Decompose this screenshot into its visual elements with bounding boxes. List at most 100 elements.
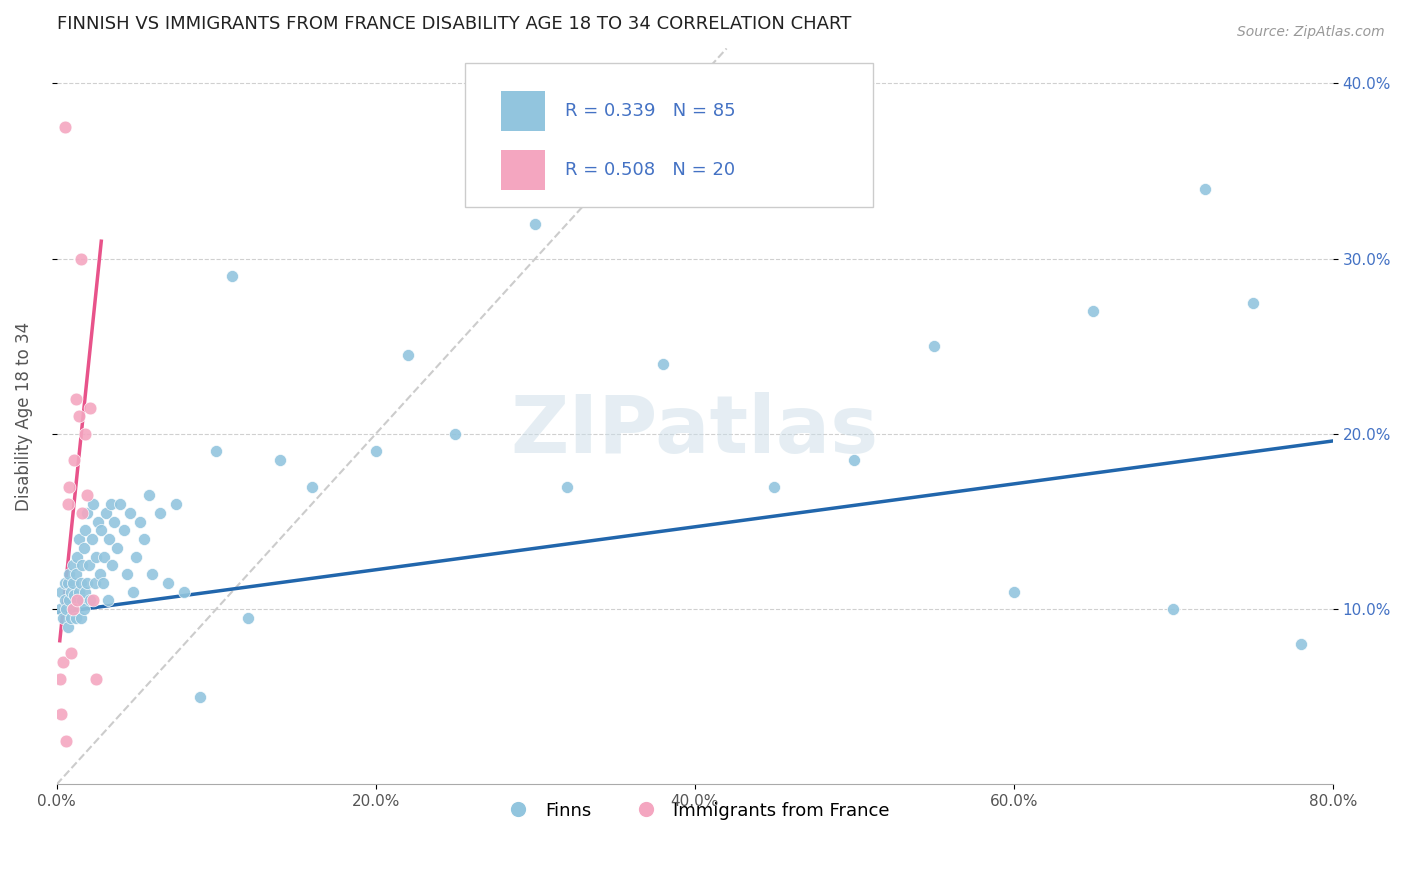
Point (65, 392, 87, 406)
Point (55, 602, 77, 616)
Point (269, 453, 291, 467)
Point (52, 655, 75, 669)
Point (51, 707, 73, 722)
Point (70, 593, 93, 607)
Legend: Finns, Immigrants from France: Finns, Immigrants from France (494, 795, 897, 827)
Point (56, 497, 79, 511)
Point (87, 515, 110, 529)
Point (122, 584, 145, 599)
Point (49, 602, 72, 616)
Point (75, 427, 97, 442)
Text: Source: ZipAtlas.com: Source: ZipAtlas.com (1237, 25, 1385, 39)
Point (91, 575, 114, 590)
Point (79, 593, 101, 607)
Point (100, 497, 122, 511)
Point (444, 427, 467, 442)
Point (101, 558, 124, 573)
Point (396, 348, 419, 362)
Point (1289, 637, 1312, 651)
Point (53, 593, 76, 607)
Point (1002, 584, 1025, 599)
Text: ZIPatlas: ZIPatlas (510, 392, 879, 470)
Point (58, 567, 80, 582)
Point (75, 524, 97, 538)
Point (49, 673, 72, 687)
FancyBboxPatch shape (501, 91, 546, 131)
Point (66, 593, 89, 607)
Point (555, 479, 578, 493)
Point (62, 558, 84, 573)
Point (59, 611, 82, 625)
Point (82, 497, 104, 511)
Point (1083, 304, 1105, 318)
Point (53, 575, 76, 590)
Point (1241, 295, 1264, 310)
Point (59, 584, 82, 599)
Point (67, 584, 90, 599)
Point (69, 252, 91, 266)
Point (82, 593, 104, 607)
Point (77, 558, 100, 573)
FancyBboxPatch shape (465, 63, 873, 207)
Point (301, 479, 323, 493)
Point (236, 611, 259, 625)
Point (63, 453, 86, 467)
Point (65, 567, 87, 582)
Point (89, 567, 111, 582)
Point (157, 575, 180, 590)
Point (73, 541, 96, 555)
Point (173, 584, 195, 599)
Point (76, 488, 98, 502)
Point (138, 488, 160, 502)
Point (128, 515, 150, 529)
Point (55, 733, 77, 747)
Point (134, 532, 156, 546)
Point (844, 453, 866, 467)
Point (221, 269, 243, 284)
Point (1194, 181, 1216, 195)
Point (75, 584, 97, 599)
Point (58, 479, 80, 493)
Point (763, 479, 786, 493)
Point (112, 524, 135, 538)
Point (62, 575, 84, 590)
Point (66, 549, 89, 564)
Point (52, 611, 75, 625)
Point (922, 339, 945, 353)
Point (69, 611, 91, 625)
Point (67, 409, 90, 424)
Point (69, 575, 91, 590)
Y-axis label: Disability Age 18 to 34: Disability Age 18 to 34 (15, 322, 32, 511)
Point (86, 549, 108, 564)
Text: R = 0.339   N = 85: R = 0.339 N = 85 (565, 102, 735, 120)
Point (56, 620, 79, 634)
Point (115, 567, 138, 582)
Point (94, 506, 117, 520)
Point (1161, 602, 1184, 616)
Point (65, 611, 87, 625)
Point (105, 541, 128, 555)
Point (80, 532, 103, 546)
Point (58, 593, 80, 607)
Point (103, 515, 125, 529)
Point (125, 549, 148, 564)
Point (188, 690, 211, 704)
Point (141, 567, 163, 582)
Point (70, 558, 93, 573)
Text: FINNISH VS IMMIGRANTS FROM FRANCE DISABILITY AGE 18 TO 34 CORRELATION CHART: FINNISH VS IMMIGRANTS FROM FRANCE DISABI… (56, 15, 851, 33)
Point (149, 506, 172, 520)
Point (66, 593, 89, 607)
Point (118, 506, 141, 520)
Point (51, 584, 73, 599)
Point (205, 444, 228, 458)
Point (76, 506, 98, 520)
Point (63, 588, 86, 602)
Point (165, 497, 187, 511)
Point (98, 532, 121, 546)
Point (364, 444, 387, 458)
Point (62, 602, 84, 616)
Point (524, 217, 547, 231)
Text: R = 0.508   N = 20: R = 0.508 N = 20 (565, 161, 735, 179)
Point (90, 524, 112, 538)
Point (70, 506, 93, 520)
